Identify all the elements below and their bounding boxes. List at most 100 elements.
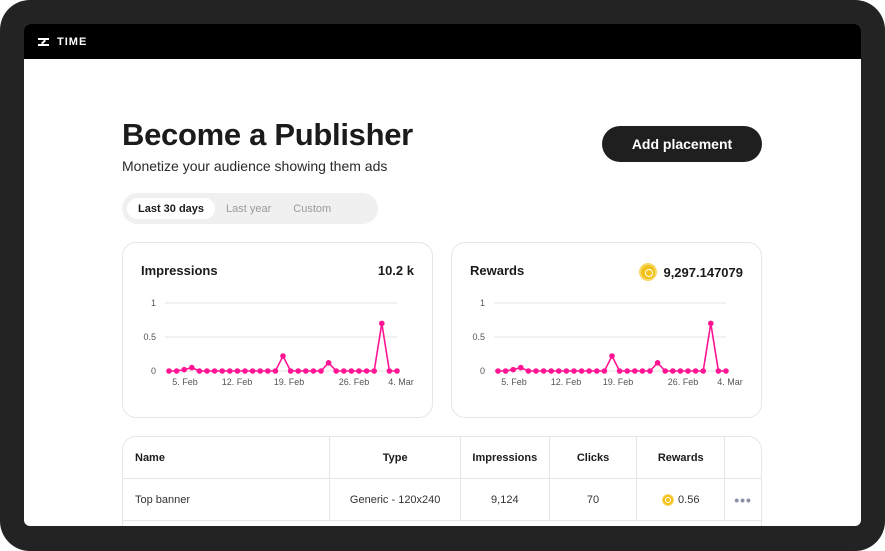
header-clicks[interactable]: Clicks	[550, 437, 638, 478]
x-tick-label: 4. Mar	[388, 377, 414, 387]
data-point	[272, 368, 279, 374]
data-point	[662, 368, 668, 374]
header-type[interactable]: Type	[330, 437, 461, 478]
data-point	[632, 368, 638, 374]
data-point	[616, 368, 623, 374]
x-tick-label: 4. Mar	[717, 377, 743, 387]
page-subtitle: Monetize your audience showing them ads	[122, 158, 388, 174]
range-last-year[interactable]: Last year	[226, 202, 272, 215]
data-point	[219, 368, 225, 374]
data-point	[363, 368, 370, 374]
data-point	[325, 360, 332, 366]
cell-impressions: 9,124	[461, 479, 550, 520]
cell-rewards-value: 0.56	[678, 493, 700, 506]
impressions-value: 10.2 k	[378, 263, 414, 278]
data-point	[708, 320, 714, 327]
data-point	[563, 368, 570, 374]
data-point	[624, 368, 630, 374]
page-title: Become a Publisher	[122, 117, 413, 152]
impressions-value-text: 10.2 k	[377, 263, 414, 278]
header-name[interactable]: Name	[123, 437, 331, 478]
data-point	[586, 368, 592, 374]
data-point	[303, 368, 309, 374]
data-point	[227, 368, 233, 374]
data-point	[594, 368, 600, 374]
data-point	[540, 368, 547, 374]
data-point	[280, 353, 286, 359]
data-point	[723, 368, 729, 374]
add-placement-button[interactable]: Add placement	[602, 126, 762, 162]
rewards-card: Rewards 9,297.147079 1 0.5 0 5. Feb 12. Feb 1…	[451, 242, 762, 418]
x-tick-label: 12. Feb	[551, 377, 582, 387]
data-point	[510, 366, 516, 373]
data-point	[196, 368, 203, 374]
coin-icon	[639, 263, 658, 281]
data-point	[242, 368, 248, 374]
data-point	[394, 368, 400, 374]
impressions-chart: 1 0.5 0 5. Feb 12. Feb 19. Feb 26. Feb 4. Mar	[143, 298, 414, 387]
cell-name: Top banner	[123, 479, 331, 520]
data-point	[548, 368, 554, 374]
x-tick-label: 12. Feb	[222, 377, 253, 387]
data-point	[609, 353, 615, 359]
x-tick-label: 26. Feb	[668, 377, 699, 387]
data-point	[181, 366, 187, 373]
data-point	[189, 364, 195, 371]
data-point	[639, 368, 646, 374]
placements-table: Name Type Impressions Clicks Rewards Top…	[122, 436, 762, 526]
impressions-card: Impressions 10.2 k 1 0.5 0 5. Feb 12. Feb 19.…	[122, 242, 433, 418]
data-point	[685, 368, 691, 374]
data-point	[333, 368, 339, 374]
rewards-value: 9,297.147079	[639, 263, 743, 281]
y-tick-label: 0.5	[472, 332, 485, 342]
data-point	[295, 368, 301, 374]
header-impressions[interactable]: Impressions	[461, 437, 550, 478]
data-point	[318, 368, 324, 374]
data-point	[654, 360, 661, 366]
data-point	[556, 368, 562, 374]
data-point	[234, 368, 241, 374]
data-point	[647, 368, 653, 374]
table-row[interactable]: Top banner Generic - 120x240 9,124 70 0.…	[123, 479, 761, 521]
data-point	[601, 368, 608, 374]
rewards-value-text: 9,297.147079	[663, 264, 743, 280]
y-tick-label: 0.5	[143, 332, 156, 342]
data-point	[386, 368, 393, 374]
range-custom[interactable]: Custom	[293, 202, 332, 215]
table-row	[123, 521, 761, 526]
more-options-icon[interactable]: •••	[734, 491, 752, 508]
logo-icon	[38, 37, 49, 46]
y-tick-label: 1	[151, 298, 156, 308]
logo-text: TIME	[57, 35, 88, 48]
rewards-title: Rewards	[470, 263, 525, 278]
table-header-row: Name Type Impressions Clicks Rewards	[123, 437, 761, 479]
rewards-chart: 1 0.5 0 5. Feb 12. Feb 19. Feb 26. Feb 4. Mar	[472, 298, 743, 387]
data-point	[670, 368, 676, 374]
data-point	[265, 368, 271, 374]
cell-clicks: 70	[550, 479, 638, 520]
row-actions: •••	[725, 479, 761, 520]
y-tick-label: 0	[480, 366, 485, 376]
y-tick-label: 1	[480, 298, 485, 308]
x-tick-label: 19. Feb	[603, 377, 634, 387]
range-last-30-days[interactable]: Last 30 days	[127, 198, 216, 219]
data-point	[166, 368, 172, 374]
data-point	[692, 368, 699, 374]
data-point	[310, 368, 317, 374]
data-point	[173, 368, 180, 374]
cell-rewards: 0.56	[637, 479, 726, 520]
data-point	[249, 368, 256, 374]
header-actions	[725, 437, 761, 478]
data-point	[518, 364, 524, 371]
x-tick-label: 5. Feb	[172, 377, 198, 387]
data-point	[502, 368, 509, 374]
x-tick-label: 19. Feb	[274, 377, 305, 387]
data-point	[356, 368, 362, 374]
data-point	[287, 368, 294, 374]
top-bar: TIME	[24, 24, 861, 59]
data-point	[578, 368, 585, 374]
x-tick-label: 26. Feb	[339, 377, 370, 387]
data-point	[379, 320, 385, 327]
header-rewards[interactable]: Rewards	[637, 437, 726, 478]
